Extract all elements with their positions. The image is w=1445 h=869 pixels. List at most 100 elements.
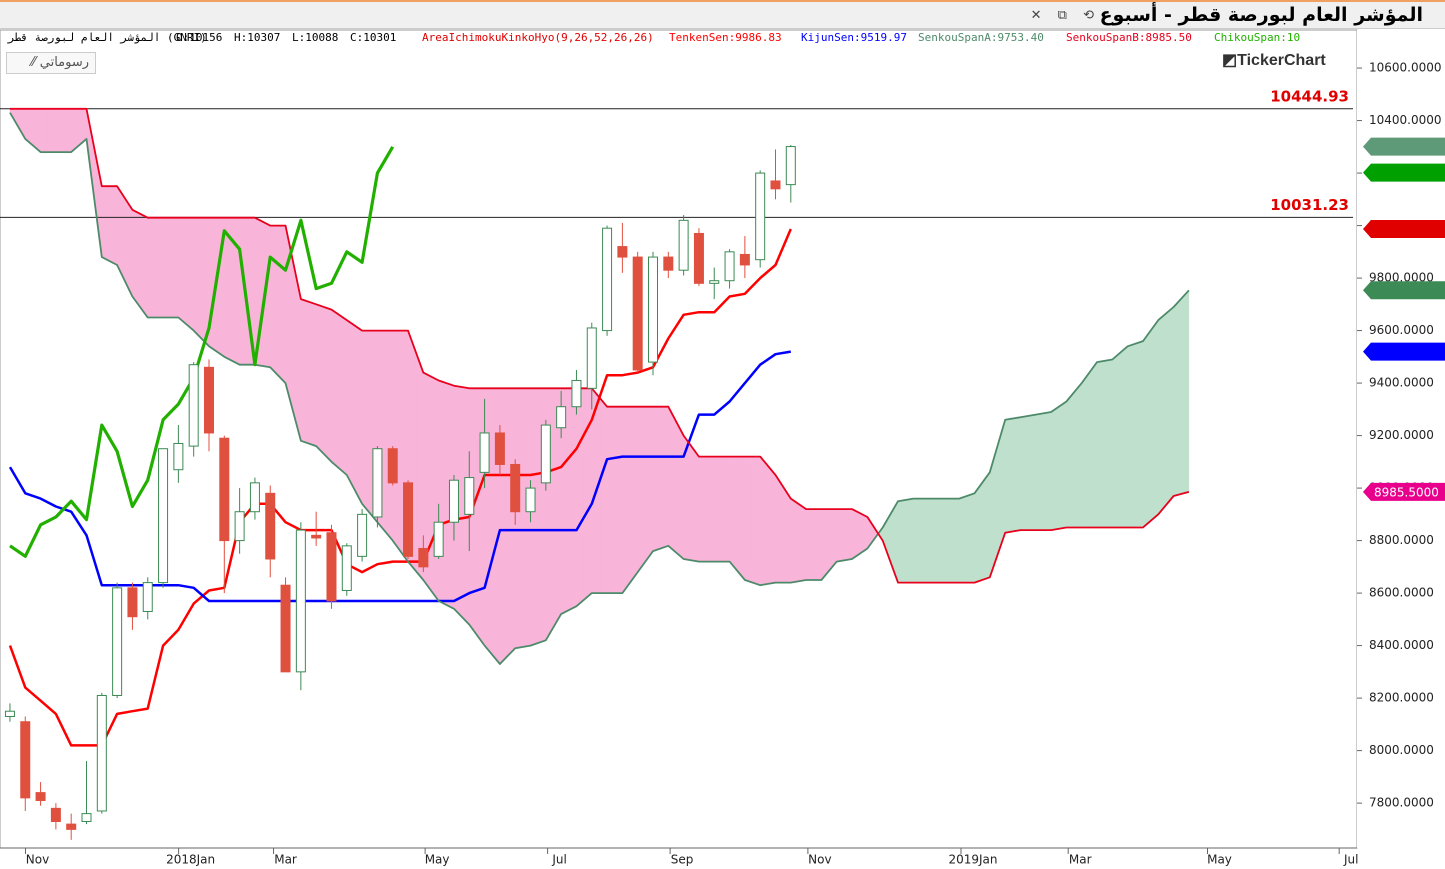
- candle-body: [739, 253, 750, 266]
- y-tick-label: 9800.0000: [1369, 271, 1434, 285]
- candle-body: [494, 432, 505, 465]
- cloud-segment: [499, 388, 516, 665]
- candle-body: [357, 513, 368, 557]
- y-tick-label: 8400.0000: [1369, 638, 1434, 652]
- title-bar: ✕ ⧉ ⟲ المؤشر العام لبورصة قطر - أسبوع: [0, 0, 1445, 29]
- legend-entry: ChikouSpan:10: [1214, 31, 1301, 44]
- window-title: المؤشر العام لبورصة قطر - أسبوع: [1099, 4, 1423, 26]
- cloud-segment: [790, 498, 807, 583]
- candle-body: [785, 146, 796, 186]
- high: H:10307: [234, 31, 281, 44]
- y-tick-label: 9200.0000: [1369, 428, 1434, 442]
- candle-body: [540, 424, 551, 484]
- x-tick-label: Nov: [808, 853, 831, 867]
- indicator-line: [9, 145, 395, 558]
- cloud-segment: [1112, 345, 1128, 528]
- cloud-segment: [40, 108, 57, 153]
- cloud-segment: [1004, 416, 1021, 534]
- candle-body: [112, 587, 123, 696]
- cloud-segment: [698, 456, 715, 562]
- candle-body: [203, 366, 214, 434]
- cloud-segment: [943, 498, 960, 583]
- candle-body: [280, 584, 291, 673]
- candle-body: [448, 479, 459, 523]
- x-tick-label: 2018Jan: [166, 853, 215, 867]
- candle-body: [341, 545, 352, 591]
- candle-body: [418, 547, 429, 568]
- y-tick-label: 10600.0000: [1369, 61, 1442, 75]
- window-controls[interactable]: ✕ ⧉ ⟲: [1030, 8, 1100, 23]
- indicator-line: [9, 112, 1190, 665]
- candle-body: [556, 406, 567, 429]
- cloud-segment: [805, 508, 822, 581]
- low: L:10088: [292, 31, 339, 44]
- candle-body: [173, 442, 184, 471]
- drawings-button[interactable]: ⁄⁄ رسوماتي: [6, 52, 96, 74]
- indicator-line: [8, 228, 792, 747]
- candle-body: [50, 807, 61, 822]
- cloud-segment: [55, 108, 72, 153]
- price-tag: [1363, 482, 1445, 501]
- price-tag: [1363, 163, 1445, 182]
- cloud-segment: [178, 217, 194, 332]
- x-tick-label: May: [1207, 853, 1232, 867]
- cloud-segment: [958, 492, 975, 583]
- drawings-label[interactable]: رسوماتي: [39, 55, 89, 70]
- candle-body: [755, 172, 766, 261]
- cloud-segment: [300, 298, 317, 447]
- open: O:10156: [176, 31, 223, 44]
- y-tick-label: 8000.0000: [1369, 743, 1434, 757]
- indicator-line: [8, 350, 792, 603]
- price-tag: [1363, 220, 1445, 239]
- candle-body: [571, 379, 582, 408]
- candle-body: [66, 823, 77, 830]
- candle-body: [770, 180, 781, 190]
- candle-body: [188, 364, 199, 447]
- candle-body: [693, 232, 704, 284]
- y-tick-label: 10400.0000: [1369, 113, 1442, 127]
- cloud-segment: [714, 456, 730, 562]
- candle-body: [158, 448, 169, 584]
- level-label: 10031.23: [1270, 196, 1349, 214]
- cloud-segment: [1158, 306, 1174, 516]
- candle-body: [433, 521, 444, 557]
- price-tag: [1363, 137, 1445, 156]
- candle-body: [510, 463, 521, 513]
- price-tag-label: 8985.5000: [1374, 485, 1439, 499]
- cloud-segment: [759, 455, 776, 586]
- x-tick-label: Jul: [1343, 853, 1358, 867]
- close: C:10301: [350, 31, 397, 44]
- cloud-segment: [652, 406, 669, 552]
- candle-body: [326, 532, 337, 602]
- candle-body: [724, 251, 735, 282]
- candle-body: [678, 219, 689, 271]
- y-tick-label: 8800.0000: [1369, 533, 1434, 547]
- brand: TickerChart: [1237, 52, 1326, 69]
- candle-body: [311, 534, 322, 539]
- candle-body: [479, 432, 490, 473]
- cloud-segment: [101, 185, 118, 266]
- indicator-line: [10, 107, 1190, 584]
- cloud-segment: [484, 388, 501, 665]
- candle-body: [602, 227, 613, 332]
- y-tick-label: 8200.0000: [1369, 691, 1434, 705]
- cloud-segment: [1096, 359, 1113, 528]
- cloud-segment: [331, 309, 348, 476]
- x-tick-label: 2019Jan: [948, 853, 997, 867]
- legend-entry: SenkouSpanA:9753.40: [918, 31, 1044, 44]
- candle-body: [403, 482, 414, 557]
- y-tick-label: 8600.0000: [1369, 586, 1434, 600]
- cloud-segment: [1081, 361, 1098, 528]
- cloud-segment: [836, 508, 853, 562]
- logo: ◩TickerChart: [1222, 52, 1326, 69]
- cloud-segment: [269, 225, 286, 384]
- candle-body: [234, 511, 245, 542]
- candle-body: [142, 582, 153, 612]
- cloud-segment: [744, 456, 761, 586]
- candle-body: [464, 477, 475, 515]
- candle-body: [96, 694, 107, 812]
- cloud-segment: [147, 217, 164, 318]
- x-tick-label: Jul: [551, 853, 566, 867]
